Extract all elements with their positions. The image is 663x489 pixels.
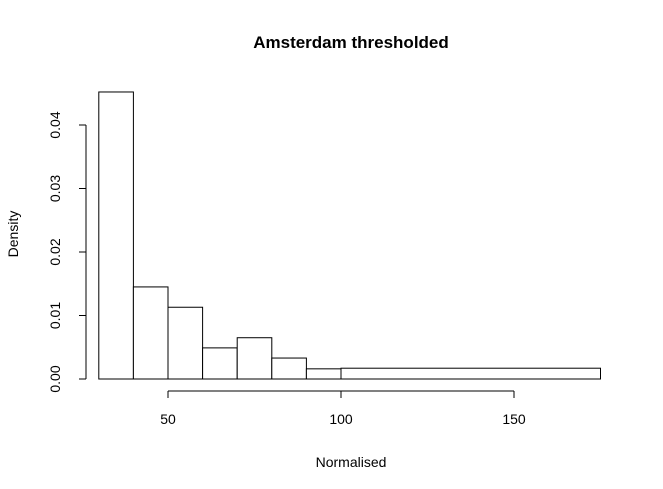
histogram-bar-2: [167, 306, 204, 380]
y-tick-label: 0.00: [47, 365, 63, 392]
y-axis: 0.00 0.01 0.02 0.03 0.04: [47, 111, 87, 393]
histogram-bar-5: [271, 357, 307, 380]
chart-title: Amsterdam thresholded: [253, 33, 449, 52]
x-axis-label: Normalised: [316, 454, 387, 470]
y-tick-label: 0.03: [47, 175, 63, 202]
x-tick-label: 50: [160, 411, 176, 427]
x-tick-label: 150: [502, 411, 526, 427]
histogram-bar-1: [132, 286, 169, 380]
y-tick-label: 0.01: [47, 302, 63, 329]
histogram-bar-3: [202, 347, 238, 380]
x-tick-label: 100: [329, 411, 353, 427]
histogram-bar-6: [305, 368, 342, 380]
y-axis-label: Density: [5, 211, 21, 258]
histogram-bars: [98, 91, 601, 380]
x-axis: 50 100 150: [160, 390, 526, 427]
histogram-bar-4: [236, 337, 273, 380]
y-tick-label: 0.02: [47, 238, 63, 265]
histogram-bar-0: [98, 91, 134, 380]
histogram-bar-7: [340, 367, 601, 380]
y-tick-label: 0.04: [47, 111, 63, 138]
